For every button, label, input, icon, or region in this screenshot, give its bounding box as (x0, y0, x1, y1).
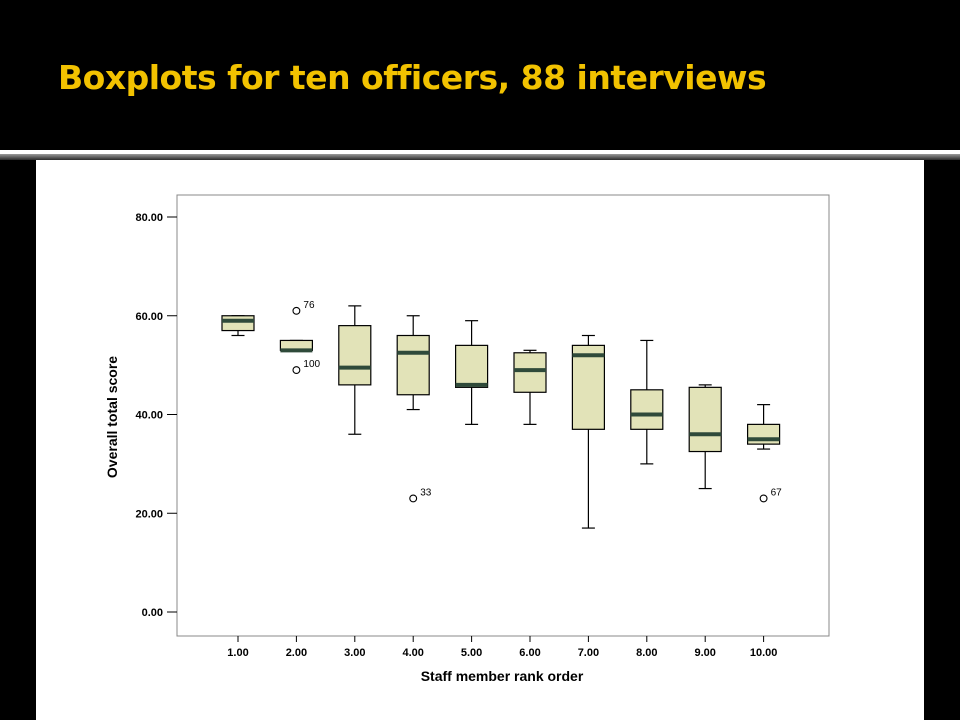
outlier-point (409, 494, 418, 503)
title-divider-shadow (0, 154, 960, 160)
box-3.00 (338, 305, 372, 435)
outlier-label: 33 (420, 487, 432, 498)
box-1.00 (221, 315, 255, 337)
outlier-label: 100 (303, 359, 320, 370)
box-6.00 (513, 349, 547, 425)
outlier-label: 67 (771, 487, 783, 498)
box-5.00 (455, 320, 489, 425)
y-tick-label: 80.00 (135, 212, 163, 224)
x-tick-label: 3.00 (344, 647, 365, 659)
x-tick-label: 6.00 (519, 647, 540, 659)
outlier-point (292, 366, 301, 375)
y-axis: 0.00 20.00 40.00 60.00 80.00 (135, 212, 177, 619)
outlier-label: 76 (303, 300, 315, 311)
box-7.00 (571, 334, 606, 529)
box-10.00 (746, 404, 781, 450)
x-tick-label: 5.00 (461, 647, 482, 659)
slide-title: Boxplots for ten officers, 88 interviews (58, 58, 767, 97)
box-4.00 (396, 315, 430, 411)
x-tick-label: 2.00 (286, 647, 307, 659)
y-tick-label: 60.00 (135, 311, 163, 323)
plot-frame (176, 194, 830, 637)
box-iqr (688, 386, 722, 453)
title-bar: Boxplots for ten officers, 88 interviews (0, 0, 960, 150)
outlier-point (292, 306, 301, 315)
box-iqr (630, 389, 664, 430)
x-tick-label: 4.00 (402, 647, 423, 659)
box-iqr (338, 325, 372, 386)
boxplot-chart: 0.00 20.00 40.00 60.00 80.00 1.00 2.00 3.00 4.0… (104, 194, 830, 684)
box-iqr (455, 344, 489, 388)
x-tick-label: 10.00 (750, 647, 778, 659)
x-tick-label: 8.00 (636, 647, 657, 659)
boxes (221, 305, 781, 529)
y-tick-label: 40.00 (135, 410, 163, 422)
box-iqr (221, 315, 255, 332)
box-2.00 (279, 339, 313, 353)
box-iqr (513, 352, 547, 393)
x-axis: 1.00 2.00 3.00 4.00 5.00 6.00 7.00 8.00 9.00 10.0… (227, 636, 777, 659)
box-iqr (571, 344, 606, 430)
title-divider (0, 150, 960, 154)
box-9.00 (688, 384, 722, 490)
y-tick-label: 0.00 (142, 607, 163, 619)
x-tick-label: 1.00 (227, 647, 248, 659)
x-tick-label: 9.00 (694, 647, 715, 659)
outliers: 76 100 33 67 (292, 300, 783, 503)
outlier-point (759, 494, 768, 503)
figure-area: 0.00 20.00 40.00 60.00 80.00 1.00 2.00 3.00 4.0… (36, 160, 924, 720)
box-8.00 (630, 339, 664, 465)
y-axis-title: Overall total score (104, 356, 120, 478)
x-axis-title: Staff member rank order (421, 668, 584, 684)
x-tick-label: 7.00 (578, 647, 599, 659)
y-tick-label: 20.00 (135, 508, 163, 520)
box-iqr (396, 334, 430, 396)
